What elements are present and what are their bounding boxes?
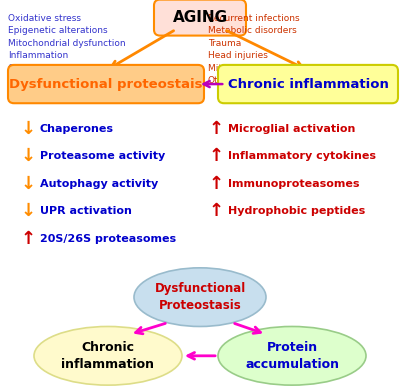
- Text: ↑: ↑: [208, 120, 224, 138]
- Text: 20S/26S proteasomes: 20S/26S proteasomes: [40, 233, 176, 244]
- Text: ↑: ↑: [208, 175, 224, 193]
- FancyBboxPatch shape: [218, 65, 398, 103]
- FancyBboxPatch shape: [8, 65, 204, 103]
- Ellipse shape: [34, 326, 182, 385]
- Text: Dysfunctional proteostais: Dysfunctional proteostais: [9, 77, 203, 91]
- Text: Inflammatory cytokines: Inflammatory cytokines: [228, 151, 376, 161]
- Text: ↓: ↓: [20, 147, 36, 165]
- Text: ↓: ↓: [20, 175, 36, 193]
- Text: ↑: ↑: [208, 147, 224, 165]
- Text: ↑: ↑: [208, 202, 224, 220]
- Text: Protein
accumulation: Protein accumulation: [245, 341, 339, 371]
- Text: Proteasome activity: Proteasome activity: [40, 151, 165, 161]
- Text: Hydrophobic peptides: Hydrophobic peptides: [228, 206, 365, 216]
- Text: ↓: ↓: [20, 120, 36, 138]
- Text: Autophagy activity: Autophagy activity: [40, 179, 158, 189]
- Text: ↓: ↓: [20, 202, 36, 220]
- FancyBboxPatch shape: [154, 0, 246, 36]
- Text: Immunoproteasomes: Immunoproteasomes: [228, 179, 360, 189]
- Text: Microglial activation: Microglial activation: [228, 124, 355, 134]
- Text: Chronic
inflammation: Chronic inflammation: [62, 341, 154, 371]
- Ellipse shape: [134, 268, 266, 326]
- Text: ↑: ↑: [20, 230, 36, 248]
- Text: Recurrent infections
Metabolic disorders
Trauma
Head injuries
Mitochondrial dysf: Recurrent infections Metabolic disorders…: [208, 14, 326, 85]
- Text: Chronic inflammation: Chronic inflammation: [228, 77, 388, 91]
- Text: Chaperones: Chaperones: [40, 124, 114, 134]
- Text: Dysfunctional
Proteostasis: Dysfunctional Proteostasis: [154, 282, 246, 312]
- Ellipse shape: [218, 326, 366, 385]
- Text: UPR activation: UPR activation: [40, 206, 132, 216]
- Text: Oxidative stress
Epigenetic alterations
Mitochondrial dysfunction
Inflammation
O: Oxidative stress Epigenetic alterations …: [8, 14, 126, 73]
- Text: AGING: AGING: [172, 10, 228, 25]
